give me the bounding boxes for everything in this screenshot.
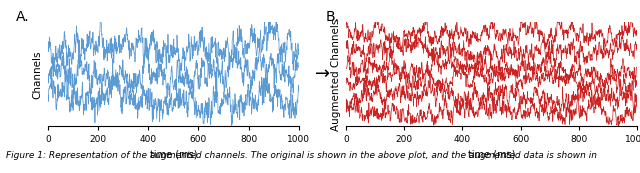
- Text: A.: A.: [15, 10, 29, 24]
- X-axis label: time (ms): time (ms): [468, 150, 515, 160]
- X-axis label: time (ms): time (ms): [150, 150, 197, 160]
- Y-axis label: Channels: Channels: [33, 50, 42, 99]
- Text: →: →: [315, 65, 330, 83]
- Text: B.: B.: [326, 10, 340, 24]
- Text: Figure 1: Representation of the augmented channels. The original is shown in the: Figure 1: Representation of the augmente…: [6, 151, 597, 160]
- Y-axis label: Augmented Channels: Augmented Channels: [331, 18, 340, 131]
